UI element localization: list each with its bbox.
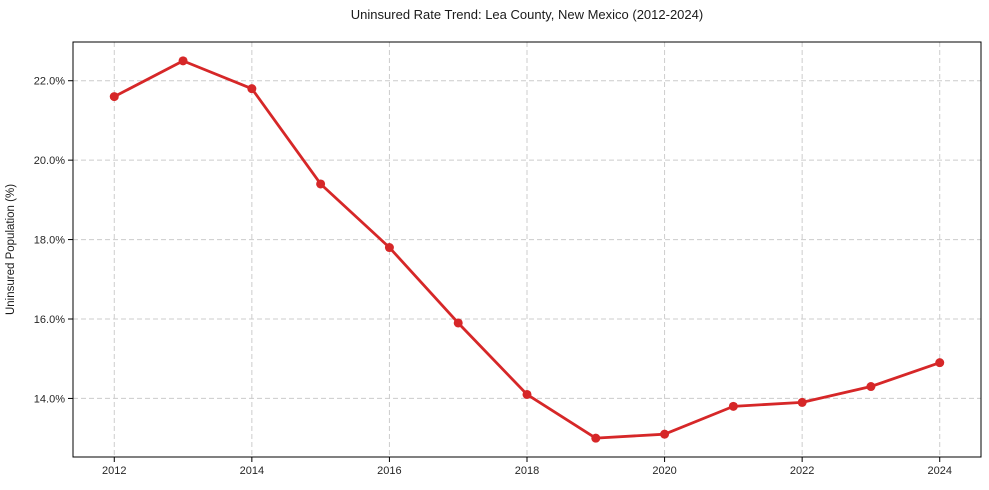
- data-point-marker: [935, 358, 945, 368]
- data-point-marker: [109, 92, 119, 102]
- data-point-marker: [384, 243, 394, 253]
- x-tick-label: 2016: [377, 465, 401, 477]
- y-tick-label: 20.0%: [34, 155, 65, 167]
- y-tick-label: 22.0%: [34, 76, 65, 88]
- x-tick-label: 2012: [102, 465, 126, 477]
- chart-title: Uninsured Rate Trend: Lea County, New Me…: [350, 7, 704, 22]
- data-point-marker: [866, 382, 876, 392]
- plot-border: [72, 41, 982, 458]
- data-point-marker: [178, 56, 188, 66]
- data-point-marker: [660, 429, 670, 439]
- y-tick-label: 14.0%: [34, 393, 65, 405]
- data-point-marker: [591, 433, 601, 443]
- data-point-marker: [316, 179, 326, 189]
- plot-area: 14.0% 16.0% 18.0% 20.0% 22.0% 2012 2014 2016 201…: [34, 41, 982, 477]
- data-point-marker: [797, 397, 807, 407]
- y-tick-label: 18.0%: [34, 235, 65, 247]
- x-tick-label: 2024: [927, 465, 951, 477]
- x-tick-label: 2022: [790, 465, 814, 477]
- y-axis-label: Uninsured Population (%): [5, 184, 17, 315]
- x-tick-label: 2018: [515, 465, 539, 477]
- data-point-marker: [247, 84, 257, 94]
- y-tick-label: 16.0%: [34, 314, 65, 326]
- x-tick-label: 2020: [652, 465, 676, 477]
- data-point-marker: [522, 389, 532, 399]
- x-tick-label: 2014: [240, 465, 264, 477]
- data-point-marker: [728, 401, 738, 411]
- data-point-marker: [453, 318, 463, 328]
